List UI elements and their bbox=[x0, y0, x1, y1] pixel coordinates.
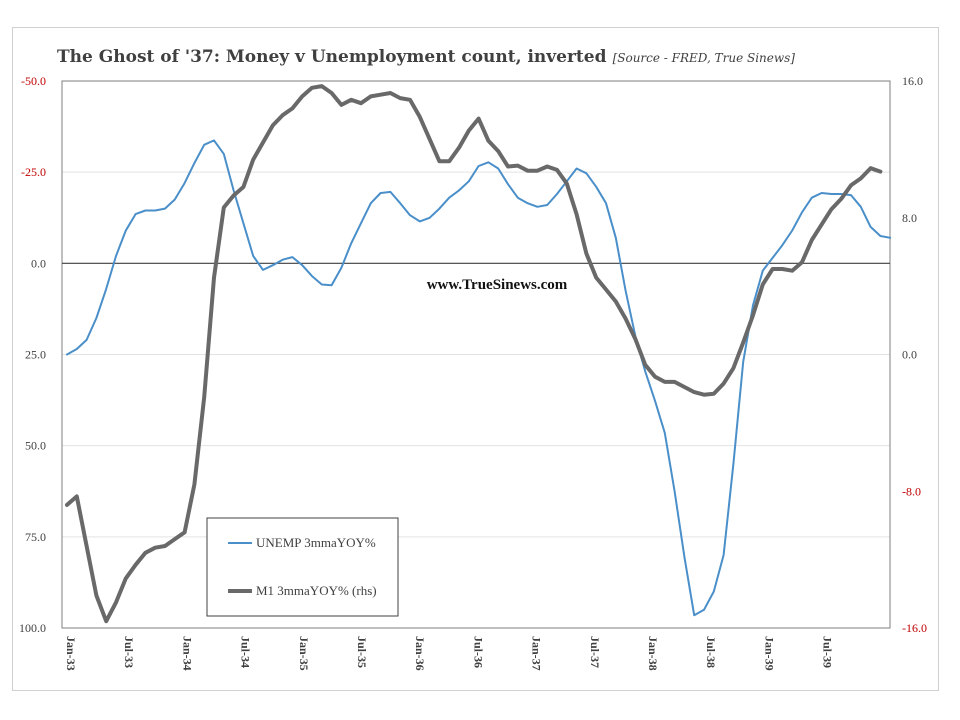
chart-title: The Ghost of '37: Money v Unemployment c… bbox=[57, 47, 607, 67]
x-tick-label: Jan-39 bbox=[762, 636, 776, 671]
x-tick-label: Jul-36 bbox=[471, 636, 485, 668]
plot-area-border bbox=[61, 80, 891, 629]
series-layer bbox=[65, 84, 892, 624]
x-tick-label: Jan-35 bbox=[297, 636, 311, 671]
x-tick-label: Jan-33 bbox=[64, 636, 78, 671]
right-tick-label: -8.0 bbox=[902, 484, 921, 498]
chart-source-note: [Source - FRED, True Sinews] bbox=[613, 51, 796, 65]
x-tick-label: Jul-33 bbox=[122, 636, 136, 668]
x-tick-label: Jul-37 bbox=[588, 636, 602, 668]
watermark-text: www.TrueSinews.com bbox=[427, 277, 568, 293]
left-tick-label: 0.0 bbox=[31, 256, 46, 270]
left-tick-label: 25.0 bbox=[25, 348, 46, 362]
right-tick-label: 8.0 bbox=[902, 211, 917, 225]
legend: UNEMP 3mmaYOY% M1 3mmaYOY% (rhs) bbox=[206, 517, 399, 617]
chart-frame bbox=[12, 27, 939, 691]
series-line-m1 bbox=[65, 84, 883, 624]
x-tick-label: Jul-38 bbox=[704, 636, 718, 668]
x-axis-ticks: Jan-33 Jul-33 Jan-34 Jul-34 Jan-35 Jul-35 Jan-… bbox=[64, 636, 835, 671]
left-tick-label: 75.0 bbox=[25, 530, 46, 544]
legend-label-unemp: UNEMP 3mmaYOY% bbox=[256, 535, 376, 550]
series-line-unemp bbox=[66, 139, 892, 617]
legend-box bbox=[206, 517, 399, 617]
x-tick-label: Jul-39 bbox=[821, 636, 835, 668]
right-tick-label: -16.0 bbox=[902, 621, 927, 635]
x-tick-label: Jan-37 bbox=[530, 636, 544, 671]
left-tick-label: -50.0 bbox=[21, 74, 46, 88]
x-tick-label: Jan-34 bbox=[180, 636, 194, 671]
left-tick-label: 100.0 bbox=[19, 621, 46, 635]
x-tick-label: Jul-35 bbox=[355, 636, 369, 668]
gridlines bbox=[62, 80, 890, 629]
left-tick-label: -25.0 bbox=[21, 165, 46, 179]
left-axis-ticks: -50.0 -25.0 0.0 25.0 50.0 75.0 100.0 bbox=[19, 74, 46, 635]
legend-label-m1: M1 3mmaYOY% (rhs) bbox=[256, 583, 377, 598]
right-axis-ticks: 16.0 8.0 0.0 -8.0 -16.0 bbox=[902, 74, 927, 635]
x-tick-label: Jan-36 bbox=[413, 636, 427, 671]
left-tick-label: 50.0 bbox=[25, 439, 46, 453]
x-tick-label: Jul-34 bbox=[239, 636, 253, 668]
right-tick-label: 16.0 bbox=[902, 74, 923, 88]
right-tick-label: 0.0 bbox=[902, 348, 917, 362]
x-tick-label: Jan-38 bbox=[646, 636, 660, 671]
